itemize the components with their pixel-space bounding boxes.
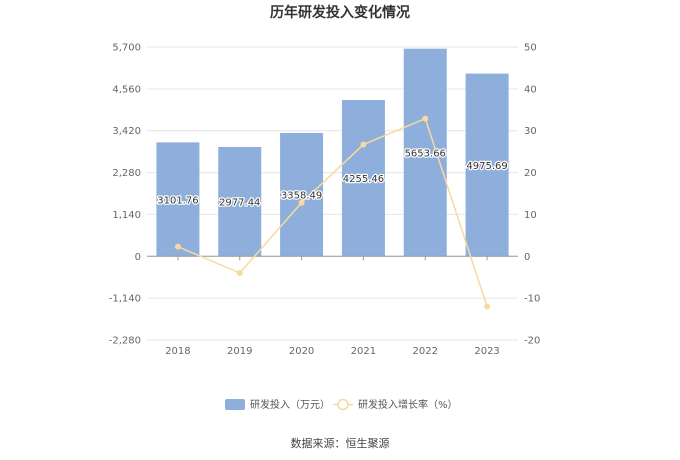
y-right-tick-label: 50	[524, 43, 537, 54]
y-left-tick-label: -2,280	[109, 336, 141, 347]
y-right-tick-label: 20	[524, 168, 537, 179]
legend-line-label: 研发投入增长率（%）	[358, 398, 458, 411]
x-tick-label: 2020	[289, 346, 314, 357]
line-series	[174, 115, 491, 310]
y-right-tick-label: -10	[524, 294, 540, 305]
chart-title: 历年研发投入变化情况	[270, 4, 410, 21]
bar-value-label: 3358.49	[281, 191, 322, 202]
growth-point	[422, 115, 429, 122]
growth-point	[484, 303, 491, 310]
legend-bar-swatch	[225, 399, 245, 410]
left-axis: -2,280 -1,140 0 1,140 2,280 3,420 4,560 5,700	[109, 43, 141, 347]
y-right-tick-label: 30	[524, 126, 537, 137]
bar-value-label: 2977.44	[219, 198, 260, 209]
bar	[403, 48, 447, 257]
bar	[218, 146, 262, 257]
x-tick-label: 2022	[413, 346, 438, 357]
bar	[156, 142, 200, 257]
y-left-tick-label: 4,560	[112, 84, 141, 95]
x-tick-label: 2019	[227, 346, 252, 357]
y-left-tick-label: 0	[135, 252, 141, 263]
x-tick-label: 2023	[474, 346, 499, 357]
y-right-tick-label: 0	[524, 252, 530, 263]
legend[interactable]: 研发投入（万元） 研发投入增长率（%）	[225, 398, 458, 411]
growth-point	[298, 199, 305, 206]
gridlines	[147, 46, 518, 341]
y-right-tick-label: 40	[524, 84, 537, 95]
bar-value-label: 5653.66	[405, 148, 446, 159]
bar-value-label: 4255.46	[343, 174, 384, 185]
x-tick-label: 2018	[165, 346, 190, 357]
growth-point	[174, 243, 181, 250]
x-tick-label: 2021	[351, 346, 376, 357]
y-left-tick-label: 1,140	[112, 210, 141, 221]
growth-line	[177, 117, 488, 307]
bar	[280, 132, 324, 257]
y-left-tick-label: 2,280	[112, 168, 141, 179]
legend-bar-label: 研发投入（万元）	[250, 398, 330, 411]
bar	[341, 100, 385, 257]
growth-point	[236, 270, 243, 277]
y-right-tick-label: 10	[524, 210, 537, 221]
y-right-tick-label: -20	[524, 336, 540, 347]
data-labels: 3101.76 2977.44 3358.49 4255.46 5653.66 4975.…	[156, 147, 509, 210]
legend-line-marker	[337, 398, 349, 411]
y-left-tick-label: 3,420	[112, 126, 141, 137]
y-left-tick-label: -1,140	[109, 294, 141, 305]
bar	[465, 73, 509, 257]
x-axis: 2018 2019 2020 2021 2022 2023	[147, 255, 518, 357]
bar-value-label: 3101.76	[157, 195, 198, 206]
bar-series	[156, 48, 509, 257]
y-left-tick-label: 5,700	[112, 43, 141, 54]
bar-value-label: 4975.69	[466, 161, 507, 172]
data-source: 数据来源：恒生聚源	[291, 436, 390, 450]
growth-point	[360, 141, 367, 148]
right-axis: -20 -10 0 10 20 30 40 50	[524, 43, 540, 347]
